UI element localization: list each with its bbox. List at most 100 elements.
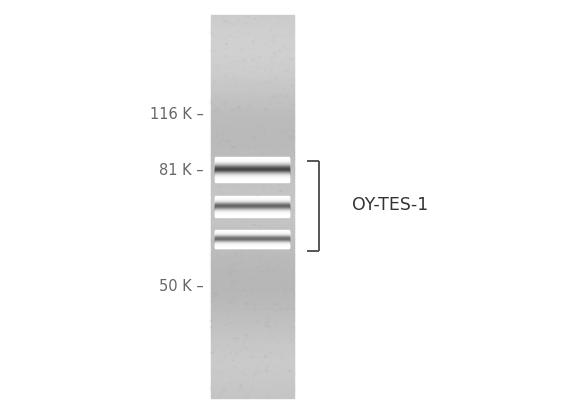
Bar <box>211 194 293 198</box>
Bar <box>211 178 293 182</box>
Bar <box>215 176 289 178</box>
Bar <box>215 197 289 198</box>
Circle shape <box>234 63 236 64</box>
Bar <box>215 206 289 207</box>
Bar <box>211 339 293 344</box>
Bar <box>211 321 293 325</box>
Circle shape <box>247 147 250 149</box>
Bar <box>211 124 293 128</box>
Bar <box>211 191 293 195</box>
Circle shape <box>254 375 256 376</box>
Circle shape <box>246 221 249 223</box>
Circle shape <box>289 371 291 372</box>
Bar <box>215 216 289 217</box>
Bar <box>211 305 293 309</box>
Bar <box>211 229 293 233</box>
Text: 81 K –: 81 K – <box>159 162 203 177</box>
Bar <box>215 170 289 171</box>
Circle shape <box>252 107 253 108</box>
Bar <box>215 199 289 200</box>
Circle shape <box>290 166 292 167</box>
Circle shape <box>266 322 269 324</box>
Circle shape <box>252 42 255 44</box>
Bar <box>215 179 289 180</box>
Circle shape <box>215 354 217 355</box>
Bar <box>211 216 293 220</box>
Circle shape <box>236 61 238 63</box>
Circle shape <box>283 180 284 181</box>
Circle shape <box>226 174 229 175</box>
Circle shape <box>214 302 215 303</box>
Bar <box>215 239 289 240</box>
Bar <box>215 238 289 240</box>
Bar <box>211 261 293 265</box>
Bar <box>215 203 289 204</box>
Circle shape <box>258 86 260 87</box>
Circle shape <box>221 253 224 255</box>
Bar <box>211 311 293 315</box>
Circle shape <box>259 294 261 295</box>
Circle shape <box>240 277 242 279</box>
Circle shape <box>255 199 257 201</box>
Circle shape <box>252 324 254 325</box>
Circle shape <box>271 328 272 329</box>
Circle shape <box>216 234 218 236</box>
Bar <box>215 179 289 180</box>
Bar <box>211 251 293 255</box>
Circle shape <box>223 21 226 23</box>
Bar <box>215 247 289 248</box>
Circle shape <box>214 293 217 295</box>
Bar <box>211 169 293 173</box>
Circle shape <box>249 205 250 206</box>
Circle shape <box>266 258 267 259</box>
Circle shape <box>273 41 275 43</box>
Circle shape <box>245 191 246 192</box>
Bar <box>215 231 289 232</box>
Bar <box>211 197 293 201</box>
Bar <box>215 244 289 245</box>
Circle shape <box>277 56 278 57</box>
Bar <box>211 302 293 306</box>
Circle shape <box>222 103 225 106</box>
Circle shape <box>280 176 282 178</box>
Circle shape <box>291 85 294 88</box>
Circle shape <box>255 309 257 311</box>
Bar <box>211 200 293 204</box>
Circle shape <box>279 223 281 224</box>
Circle shape <box>229 115 232 117</box>
Bar <box>215 231 289 232</box>
Circle shape <box>248 34 249 35</box>
Bar <box>215 181 289 182</box>
Circle shape <box>218 278 221 279</box>
Bar <box>211 48 293 52</box>
Circle shape <box>223 348 224 349</box>
Circle shape <box>221 316 222 317</box>
Bar <box>211 263 293 267</box>
Bar <box>215 162 289 163</box>
Bar <box>215 236 289 237</box>
Circle shape <box>212 393 215 395</box>
Circle shape <box>248 131 249 132</box>
Circle shape <box>262 153 264 155</box>
Bar <box>211 245 293 249</box>
Bar <box>215 168 289 169</box>
Bar <box>211 371 293 375</box>
Circle shape <box>246 25 249 27</box>
Circle shape <box>219 193 222 195</box>
Bar <box>215 240 289 241</box>
Circle shape <box>212 218 215 220</box>
Bar <box>211 51 293 55</box>
Circle shape <box>270 115 272 117</box>
Bar <box>211 330 293 334</box>
Circle shape <box>247 183 250 185</box>
Circle shape <box>267 370 269 371</box>
Circle shape <box>289 366 292 368</box>
Circle shape <box>264 134 265 135</box>
Circle shape <box>221 100 222 101</box>
Bar <box>215 161 289 162</box>
Bar <box>211 64 293 68</box>
Circle shape <box>239 347 240 348</box>
Circle shape <box>241 242 244 243</box>
Bar <box>211 286 293 290</box>
Bar <box>215 164 289 165</box>
